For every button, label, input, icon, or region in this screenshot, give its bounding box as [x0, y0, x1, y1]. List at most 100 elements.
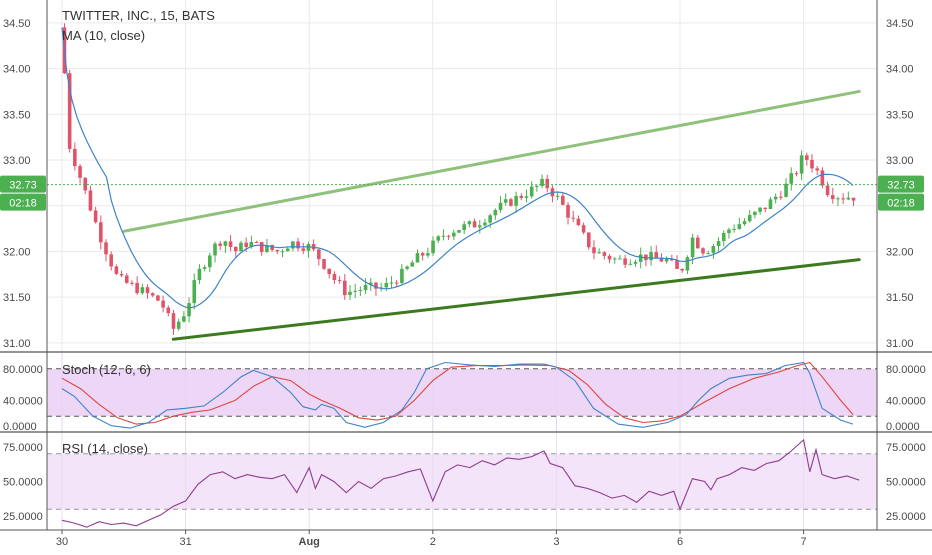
axis-labels[interactable]: 34.50 34.50 34.00 34.00 33.50 33.50 33.00 33.00… [3, 18, 926, 548]
chart-title[interactable]: TWITTER, INC., 15, BATS [62, 8, 215, 23]
candle-body [727, 229, 731, 233]
candle-body [830, 195, 835, 200]
candle-body [358, 290, 363, 292]
candle-body [488, 215, 492, 223]
rsi-tick-right: 75.0000 [886, 442, 926, 454]
ma-legend[interactable]: MA (10, close) [62, 28, 145, 43]
price-tick-right: 34.50 [886, 18, 914, 30]
candle-body [737, 224, 742, 229]
candle-body [825, 185, 830, 196]
candle-body [472, 221, 477, 228]
candle-body [768, 199, 773, 210]
countdown-badge-left [0, 193, 46, 211]
candle-body [586, 232, 591, 248]
candle-body [431, 240, 435, 254]
price-tick-right: 32.00 [886, 246, 914, 258]
candle-body [659, 257, 664, 262]
candle-body [322, 259, 326, 269]
candle-body [405, 266, 409, 269]
rsi-legend[interactable]: RSI (14, close) [62, 441, 148, 456]
price-tick-left: 31.00 [3, 338, 31, 350]
candle-body [581, 225, 586, 233]
candle-body [592, 247, 596, 254]
candle-body [228, 241, 233, 247]
candle-body [130, 282, 134, 284]
price-tick-right: 31.00 [886, 338, 914, 350]
candle-body [493, 209, 498, 216]
candle-body [389, 282, 394, 284]
candle-body [270, 244, 274, 250]
candle-body [462, 224, 466, 231]
stoch-legend[interactable]: Stoch (12, 6, 6) [62, 362, 151, 377]
candle-body [467, 221, 472, 225]
price-tick-right: 33.50 [886, 109, 914, 121]
candle-body [244, 242, 248, 247]
candle-body [135, 282, 139, 294]
candle-body [415, 253, 420, 263]
price-pane[interactable] [47, 0, 877, 352]
rsi-band [47, 453, 877, 510]
candle-body [841, 198, 845, 200]
candle-body [477, 225, 482, 228]
upper-trendline[interactable] [122, 89, 861, 233]
rsi-grid [47, 433, 877, 530]
candle-body [67, 73, 72, 149]
candle-body [763, 207, 768, 210]
stoch-tick-right: 0.0000 [886, 421, 920, 433]
candle-body [773, 196, 778, 200]
rsi-tick-right: 50.0000 [886, 477, 926, 489]
candle-body [607, 255, 612, 260]
candle-body [265, 244, 269, 252]
candle-body [561, 195, 565, 205]
stoch-d-line [61, 361, 854, 425]
candle-body [820, 170, 825, 186]
candle-body [410, 262, 415, 267]
time-tick-label: 31 [179, 536, 191, 548]
candle-body [628, 263, 633, 265]
candle-body [799, 155, 804, 174]
candle-body [394, 282, 399, 284]
candle-body [176, 321, 181, 329]
candle-body [706, 253, 710, 255]
candle-body [202, 267, 207, 269]
candle-body [166, 307, 171, 314]
time-tick-label: 3 [553, 536, 559, 548]
candle-body [182, 316, 186, 322]
candle-body [571, 217, 576, 219]
rsi-line [61, 438, 860, 528]
candle-body [680, 269, 685, 271]
last-price-text-right: 32.73 [887, 180, 915, 192]
candle-body [758, 207, 762, 212]
candle-body [519, 195, 524, 198]
candle-body [363, 284, 368, 291]
candle-body [73, 148, 77, 167]
candle-body [633, 261, 638, 264]
price-tick-left: 32.00 [3, 246, 31, 258]
candle-body [638, 254, 643, 262]
lower-trendline[interactable] [171, 258, 861, 341]
candle-body [213, 243, 217, 256]
candle-body [218, 243, 223, 246]
candle-body [742, 221, 747, 225]
candle-body [259, 242, 264, 252]
price-tick-left: 34.50 [3, 18, 31, 30]
candle-body [509, 199, 513, 206]
candle-body [88, 190, 93, 211]
candle-body [618, 258, 622, 260]
trendlines[interactable] [122, 89, 861, 341]
candle-body [275, 249, 280, 252]
candle-body [446, 235, 451, 237]
countdown-text-left: 02:18 [9, 198, 37, 210]
rsi-lines [61, 438, 860, 528]
candle-body [384, 283, 389, 288]
candle-body [654, 252, 659, 258]
time-tick-label: Aug [299, 536, 320, 548]
candle-body [353, 290, 357, 292]
price-badges: 32.73 02:18 32.73 02:18 [0, 175, 924, 211]
candle-body [670, 258, 674, 261]
candle-body [732, 228, 736, 230]
rsi-tick-left: 25.0000 [3, 511, 43, 523]
candle-body [254, 241, 259, 243]
candle-body [233, 246, 238, 252]
